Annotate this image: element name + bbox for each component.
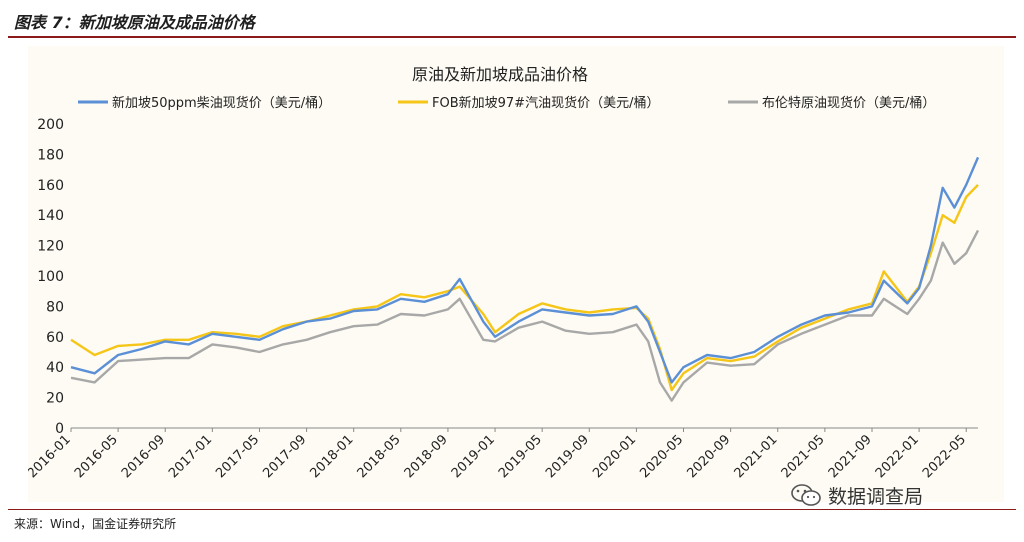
x-tick-label: 2017-05 [213, 432, 262, 481]
x-tick-label: 2018-05 [355, 432, 404, 481]
figure-header: 图表 7：新加坡原油及成品油价格 [0, 0, 1024, 38]
y-tick-label: 100 [37, 269, 64, 285]
y-tick-label: 200 [37, 117, 64, 133]
x-tick-label: 2017-09 [260, 432, 309, 481]
y-tick-label: 120 [37, 239, 64, 255]
legend-label: 新加坡50ppm柴油现货价（美元/桶） [112, 95, 331, 111]
watermark: 数据调查局 [790, 480, 923, 510]
y-tick-label: 20 [46, 391, 64, 407]
x-tick-label: 2018-01 [308, 432, 357, 481]
x-tick-label: 2017-01 [166, 432, 215, 481]
x-tick-label: 2016-09 [119, 432, 168, 481]
legend-label: 布伦特原油现货价（美元/桶） [762, 95, 935, 111]
header-rule [8, 36, 1016, 38]
x-tick-label: 2016-01 [28, 432, 74, 481]
wechat-icon [791, 484, 821, 506]
source-note: 来源：Wind，国金证券研究所 [14, 517, 177, 531]
figure-title: 图表 7：新加坡原油及成品油价格 [14, 13, 255, 32]
y-tick-label: 40 [46, 360, 64, 376]
x-tick-label: 2022-01 [873, 432, 922, 481]
x-tick-label: 2021-09 [826, 432, 875, 481]
y-tick-label: 160 [37, 178, 64, 194]
chart-panel: 原油及新加坡成品油价格新加坡50ppm柴油现货价（美元/桶） FOB新加坡97#汽… [28, 46, 1004, 502]
y-tick-label: 0 [55, 421, 64, 437]
y-tick-label: 60 [46, 330, 64, 346]
x-tick-label: 2021-05 [779, 432, 828, 481]
x-tick-label: 2018-09 [402, 432, 451, 481]
watermark-text: 数据调查局 [828, 485, 924, 508]
series-line [70, 156, 980, 384]
y-tick-label: 180 [37, 147, 64, 163]
x-tick-label: 2020-09 [684, 432, 733, 481]
chart-title: 原油及新加坡成品油价格 [412, 65, 588, 84]
y-tick-label: 80 [46, 299, 64, 315]
footer-rule [8, 509, 1016, 510]
series-line [70, 183, 979, 392]
series-line [70, 229, 980, 402]
x-tick-label: 2021-01 [732, 432, 781, 481]
x-tick-label: 2019-01 [449, 432, 498, 481]
y-tick-label: 140 [37, 208, 64, 224]
x-tick-label: 2019-05 [496, 432, 545, 481]
x-tick-label: 2016-05 [72, 432, 121, 481]
legend-label: FOB新加坡97#汽油现货价（美元/桶） [432, 95, 659, 111]
x-tick-label: 2022-05 [920, 432, 969, 481]
x-tick-label: 2019-09 [543, 432, 592, 481]
x-tick-label: 2020-01 [590, 432, 639, 481]
x-tick-label: 2020-05 [637, 432, 686, 481]
